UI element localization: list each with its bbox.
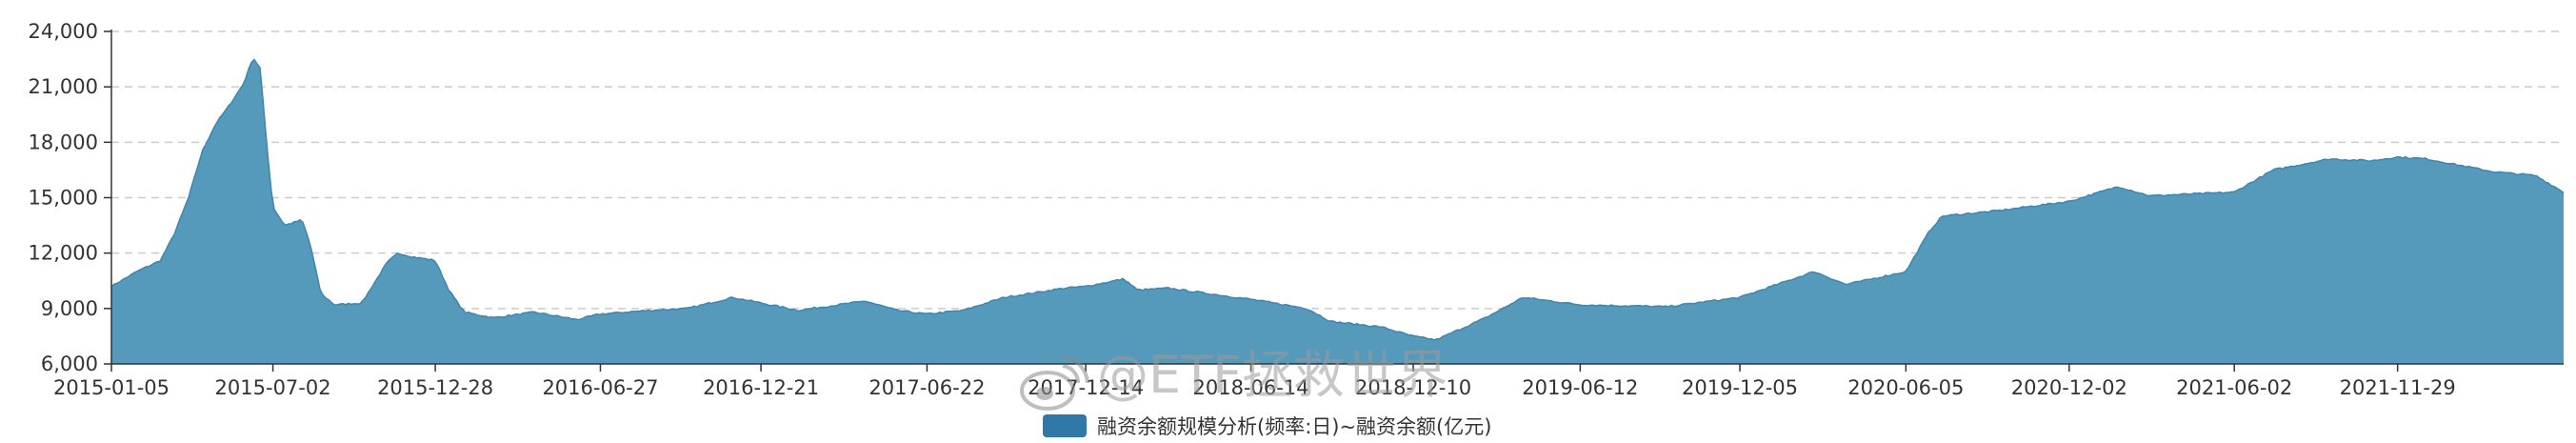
x-tick-label: 2015-01-05 xyxy=(53,376,170,399)
x-tick-label: 2021-11-29 xyxy=(2340,376,2456,399)
x-tick-label: 2020-06-05 xyxy=(1847,376,1964,399)
legend[interactable]: 融资余额规模分析(频率:日)~融资余额(亿元) xyxy=(1043,414,1491,438)
x-tick-label: 2018-12-10 xyxy=(1355,376,1471,399)
x-tick-label: 2017-06-22 xyxy=(869,376,985,399)
legend-swatch xyxy=(1043,414,1087,437)
series-area-fill xyxy=(111,59,2564,364)
x-tick-label: 2016-06-27 xyxy=(542,376,658,399)
series-area xyxy=(110,58,2564,364)
y-tick-label: 18,000 xyxy=(29,131,98,153)
watermark: @ETF拯救世界 xyxy=(1020,345,1448,411)
y-tick-label: 6,000 xyxy=(41,352,98,375)
x-tick-label: 2019-06-12 xyxy=(1522,376,1638,399)
x-tick-label: 2015-12-28 xyxy=(377,376,493,399)
x-tick-label: 2019-12-05 xyxy=(1682,376,1798,399)
y-tick-label: 15,000 xyxy=(29,187,98,210)
x-tick-label: 2021-06-02 xyxy=(2176,376,2292,399)
y-tick-label: 12,000 xyxy=(29,242,98,265)
weibo-logo-icon xyxy=(1020,354,1089,411)
x-tick-label: 2020-12-02 xyxy=(2011,376,2127,399)
series-line xyxy=(110,58,2564,341)
x-tick-label: 2018-06-14 xyxy=(1192,376,1308,399)
y-tick-label: 21,000 xyxy=(29,75,98,98)
y-tick-label: 24,000 xyxy=(29,20,98,43)
x-tick-label: 2015-07-02 xyxy=(215,376,331,399)
y-tick-labels: 6,000 9,000 12,000 15,000 18,000 21,000 24,000 xyxy=(29,20,111,375)
watermark-text: @ETF拯救世界 xyxy=(1097,345,1448,405)
y-tick-label: 9,000 xyxy=(41,297,98,320)
x-tick-label: 2016-12-21 xyxy=(703,376,819,399)
legend-label: 融资余额规模分析(频率:日)~融资余额(亿元) xyxy=(1097,415,1491,438)
